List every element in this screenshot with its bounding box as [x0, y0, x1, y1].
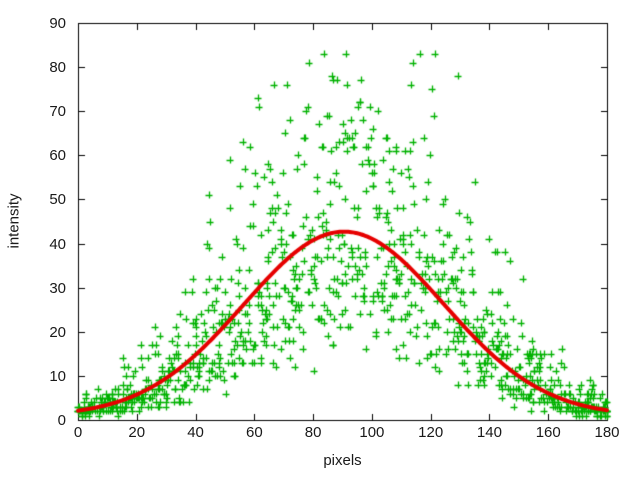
y-tick-label: 0	[57, 412, 66, 429]
y-tick-label: 90	[49, 15, 66, 32]
y-tick-label: 40	[49, 235, 66, 253]
y-tick-label: 10	[49, 367, 66, 385]
y-axis-label: intensity	[5, 193, 23, 249]
x-tick-label: 80	[304, 424, 322, 441]
x-tick-label: 40	[187, 424, 204, 441]
x-tick-label: 160	[535, 424, 561, 441]
y-tick-label: 80	[49, 59, 66, 77]
x-tick-label: 140	[476, 424, 502, 441]
y-tick-label: 70	[49, 103, 66, 121]
x-tick-label: 0	[73, 424, 83, 441]
x-tick-label: 20	[128, 424, 146, 441]
y-tick-label: 30	[49, 279, 66, 297]
y-tick-label: 20	[49, 323, 66, 341]
y-tick-label: 50	[49, 191, 66, 209]
y-tick-label: 60	[49, 147, 66, 165]
x-axis-label: pixels	[323, 452, 362, 469]
x-tick-label: 100	[359, 424, 385, 441]
x-tick-label: 180	[594, 424, 620, 441]
x-tick-label: 120	[418, 424, 444, 441]
x-tick-label: 60	[245, 424, 263, 441]
